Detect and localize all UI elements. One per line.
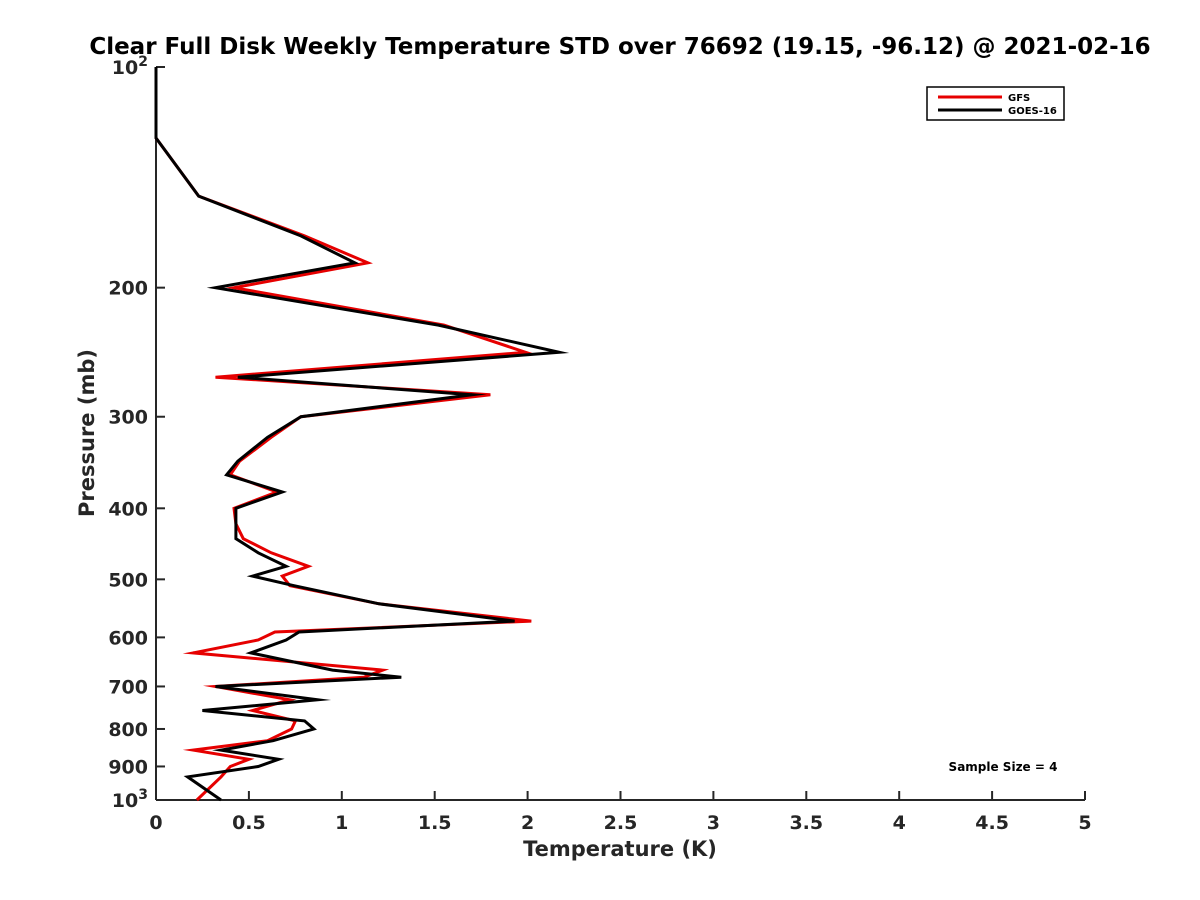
plot-axes: 0 0.5 1 1.5 2 2.5 3 3.5 4 4.5 5 102 200 300 400 500 600 7… [108,54,1091,834]
x-tick-label: 2.5 [604,812,638,834]
y-tick-label: 800 [108,719,148,741]
series-layer [154,67,570,802]
x-tick-label: 0.5 [232,812,266,834]
x-tick-label: 3 [707,812,720,834]
y-tick-label: 700 [108,676,148,698]
series-line-goes-16 [154,67,570,802]
x-tick-label: 4 [893,812,906,834]
chart-title: Clear Full Disk Weekly Temperature STD o… [89,34,1150,60]
y-axis-label: Pressure (mb) [75,349,99,517]
sample-size-annotation: Sample Size = 4 [949,760,1058,774]
y-tick-label: 500 [108,569,148,591]
y-tick-label: 600 [108,627,148,649]
legend-box [926,86,1065,121]
series-line-gfs [154,67,534,802]
x-tick-label: 1 [335,812,348,834]
x-tick-label: 4.5 [975,812,1009,834]
legend: GFS GOES-16 [926,86,1065,121]
y-tick-label: 200 [108,278,148,300]
y-tick-label: 102 [112,54,148,79]
legend-label: GFS [1008,93,1030,104]
x-tick-label: 1.5 [418,812,452,834]
x-tick-label: 3.5 [789,812,823,834]
x-axis-label: Temperature (K) [523,837,717,861]
x-tick-label: 5 [1078,812,1091,834]
legend-label: GOES-16 [1008,106,1057,117]
y-tick-label: 103 [112,787,148,812]
x-tick-label: 2 [521,812,534,834]
y-tick-label: 900 [108,756,148,778]
y-tick-label: 400 [108,498,148,520]
x-tick-label: 0 [149,812,162,834]
y-tick-label: 300 [108,407,148,429]
